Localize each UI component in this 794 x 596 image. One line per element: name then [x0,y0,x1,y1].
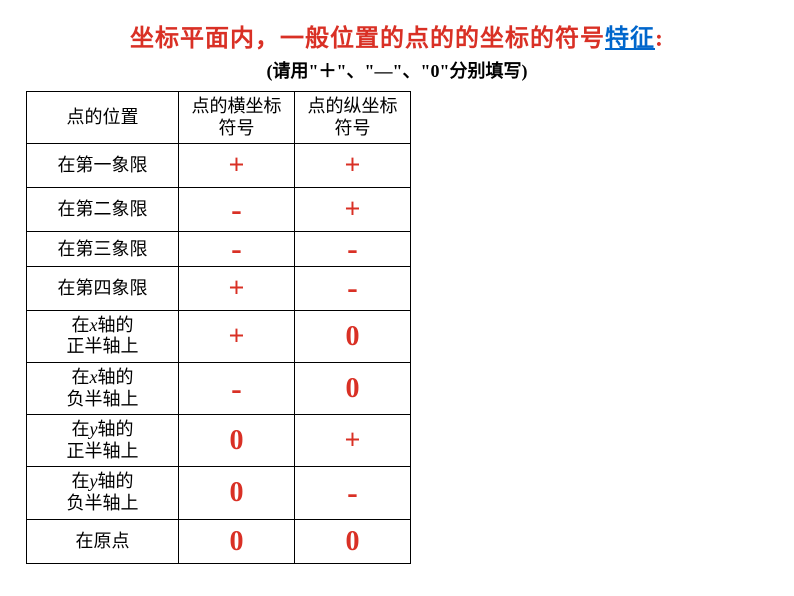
page-title-suffix: : [655,26,664,52]
table-row: 在原点 0 0 [27,519,411,563]
table-row: 在y轴的正半轴上 0 + [27,415,411,467]
position-cell: 在第二象限 [27,188,179,232]
header-y-sign: 点的纵坐标 符号 [295,92,411,144]
coordinates-sign-table: 点的位置 点的横坐标 符号 点的纵坐标 符号 在第一象限 + + 在第二象限 -… [26,91,411,564]
table-row: 在y轴的负半轴上 0 - [27,467,411,519]
y-sign-cell: + [295,415,411,467]
header-x-sign: 点的横坐标 符号 [179,92,295,144]
x-sign-cell: - [179,232,295,267]
y-sign-cell: - [295,467,411,519]
table-row: 在x轴的负半轴上 - 0 [27,362,411,414]
position-cell: 在第三象限 [27,232,179,267]
x-sign-cell: 0 [179,467,295,519]
x-sign-cell: + [179,310,295,362]
x-sign-cell: - [179,362,295,414]
table-row: 在第四象限 + - [27,266,411,310]
position-cell: 在y轴的负半轴上 [27,467,179,519]
y-sign-cell: 0 [295,310,411,362]
position-cell: 在x轴的正半轴上 [27,310,179,362]
table-row: 在x轴的正半轴上 + 0 [27,310,411,362]
y-sign-cell: 0 [295,519,411,563]
x-sign-cell: 0 [179,415,295,467]
table-row: 在第二象限 - + [27,188,411,232]
x-sign-cell: - [179,188,295,232]
x-sign-cell: + [179,266,295,310]
header-position: 点的位置 [27,92,179,144]
y-sign-cell: - [295,266,411,310]
page-title-prefix: 坐标平面内，一般位置的点的的坐标的符号 [130,26,605,52]
y-sign-cell: 0 [295,362,411,414]
table-header-row: 点的位置 点的横坐标 符号 点的纵坐标 符号 [27,92,411,144]
title-container: 坐标平面内，一般位置的点的的坐标的符号特征: [20,18,774,53]
x-sign-cell: + [179,144,295,188]
position-cell: 在x轴的负半轴上 [27,362,179,414]
y-sign-cell: + [295,144,411,188]
position-cell: 在第一象限 [27,144,179,188]
x-sign-cell: 0 [179,519,295,563]
position-cell: 在y轴的正半轴上 [27,415,179,467]
y-sign-cell: + [295,188,411,232]
position-cell: 在第四象限 [27,266,179,310]
position-cell: 在原点 [27,519,179,563]
subtitle: (请用"＋"、"—"、"0"分别填写) [20,57,774,83]
table-row: 在第一象限 + + [27,144,411,188]
table-row: 在第三象限 - - [27,232,411,267]
page-title-emphasis: 特征 [605,26,655,52]
y-sign-cell: - [295,232,411,267]
